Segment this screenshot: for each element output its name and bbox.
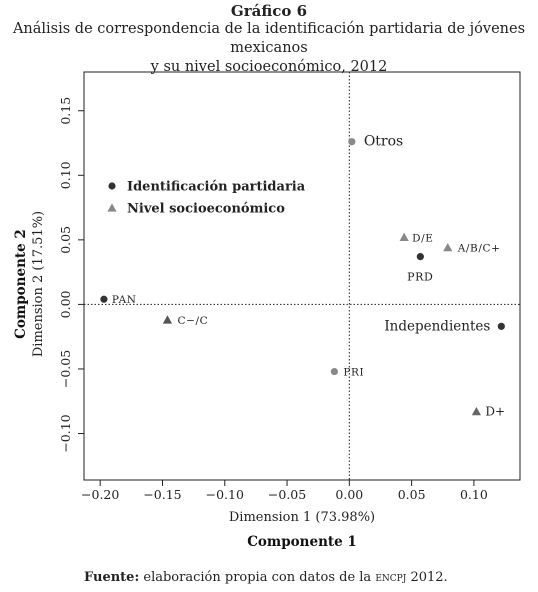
point-marker <box>471 406 481 416</box>
point-label: D/E <box>412 232 433 244</box>
x-tick-label: −0.15 <box>143 487 181 502</box>
point-label: PRI <box>343 367 364 379</box>
point-label: PAN <box>112 294 137 306</box>
source-text-before: elaboración propia con datos de la <box>139 570 376 585</box>
x-tick-label: −0.20 <box>81 487 119 502</box>
figure-subtitle-line-2: y su nivel socioeconómico, 2012 <box>150 59 388 75</box>
point-marker <box>497 322 505 330</box>
point-marker <box>348 138 356 146</box>
source-label: Fuente: <box>84 570 140 585</box>
source-acronym: encpj <box>375 570 407 585</box>
legend-marker-circle <box>108 182 116 190</box>
x-axis-label: Dimension 1 (73.98%) <box>229 510 375 525</box>
legend-label: Nivel socioeconómico <box>127 202 285 217</box>
y-tick-label: 0.05 <box>58 226 73 254</box>
point-label: Independientes <box>384 318 490 334</box>
point-label: Otros <box>364 134 403 150</box>
x-tick-label: 0.10 <box>460 487 488 502</box>
figure-subtitle: Análisis de correspondencia de la identi… <box>0 20 538 77</box>
point-label: D+ <box>485 405 505 419</box>
y-tick-label: 0.00 <box>58 290 73 318</box>
x-tick-label: −0.05 <box>268 487 306 502</box>
point-marker <box>399 232 409 241</box>
point-marker <box>100 295 108 303</box>
y-axis-component-label: Componente 2 <box>13 229 29 339</box>
plot-frame <box>83 71 521 481</box>
point-marker <box>330 367 338 376</box>
x-axis-component-label: Componente 1 <box>247 534 357 550</box>
source-note: Fuente: elaboración propia con datos de … <box>84 570 448 585</box>
y-axis-label: Dimension 2 (17.51%) <box>31 211 46 357</box>
legend-marker-triangle <box>107 203 117 212</box>
x-tick-label: 0.05 <box>398 487 426 502</box>
y-tick-label: −0.10 <box>58 414 73 452</box>
point-marker <box>162 315 173 324</box>
y-tick-label: 0.10 <box>58 161 73 189</box>
source-text-after: 2012. <box>406 570 448 585</box>
point-marker <box>443 242 453 252</box>
scatter-chart: −0.20 −0.15 −0.10 −0.05 0.00 0.05 0.10 −0.10 −0.… <box>13 71 521 550</box>
y-tick-label: −0.05 <box>58 350 73 388</box>
point-label: C−/C <box>177 315 208 327</box>
x-tick-label: 0.00 <box>335 487 363 502</box>
y-tick-label: 0.15 <box>58 97 73 125</box>
x-tick-label: −0.10 <box>206 487 244 502</box>
point-marker <box>416 253 424 261</box>
point-label: A/B/C+ <box>457 243 501 255</box>
legend-label: Identificación partidaria <box>127 180 306 195</box>
point-label: PRD <box>407 271 433 284</box>
figure-subtitle-line-1: Análisis de correspondencia de la identi… <box>12 21 526 56</box>
figure-title: Gráfico 6 <box>230 2 308 20</box>
